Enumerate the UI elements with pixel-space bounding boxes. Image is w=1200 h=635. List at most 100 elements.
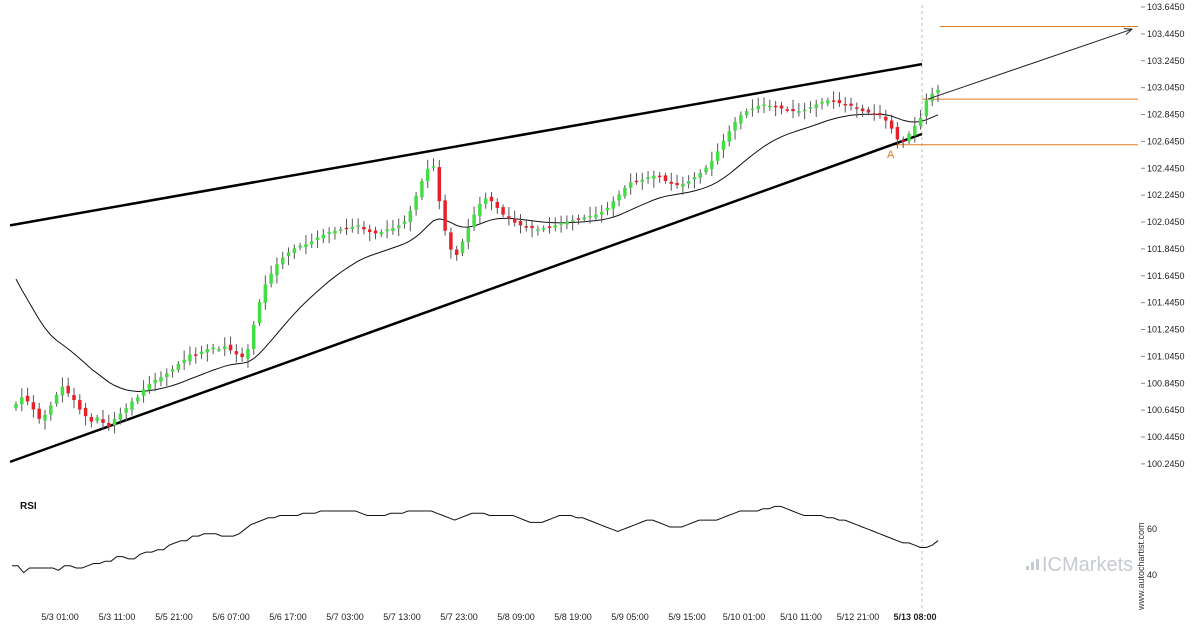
- candle-body: [170, 369, 175, 372]
- candle-body: [791, 109, 795, 112]
- candle-down: [773, 100, 778, 117]
- candle-up: [478, 196, 482, 225]
- candle-up: [298, 242, 302, 251]
- candle-up: [686, 175, 691, 189]
- candle-up: [211, 343, 215, 355]
- y-tick-label: 100.2450: [1147, 459, 1185, 469]
- candle-down: [362, 221, 366, 235]
- candle-up: [269, 265, 273, 288]
- candle-up: [472, 206, 476, 232]
- candle-up: [797, 103, 801, 117]
- candle-up: [698, 169, 702, 184]
- candle-body: [367, 229, 372, 233]
- candle-body: [837, 100, 842, 104]
- candle-up: [223, 337, 227, 356]
- candle-body: [437, 167, 442, 202]
- candle-body: [721, 140, 726, 150]
- svg-text:ICMarkets: ICMarkets: [1042, 554, 1133, 576]
- candle-down: [507, 207, 511, 226]
- candle-body: [483, 198, 488, 204]
- candle-up: [188, 346, 192, 366]
- y-tick-label: 103.0450: [1147, 83, 1185, 93]
- candle-body: [159, 377, 163, 382]
- candle-body: [402, 221, 407, 224]
- candle-body: [449, 232, 453, 250]
- candle-down: [37, 402, 41, 424]
- candle-up: [588, 206, 592, 224]
- candle-up: [756, 97, 760, 114]
- candle-body: [756, 105, 760, 110]
- candle-body: [640, 179, 645, 182]
- candle-up: [936, 84, 940, 103]
- candle-body: [25, 395, 30, 402]
- candle-body: [617, 194, 621, 201]
- candle-up: [43, 410, 47, 430]
- candle-body: [281, 257, 285, 265]
- candle-up: [820, 97, 824, 110]
- y-tick-label: 103.2450: [1147, 56, 1185, 66]
- candle-body: [43, 414, 47, 421]
- candle-down: [344, 218, 349, 236]
- candle-body: [95, 417, 99, 421]
- candle-down: [518, 214, 523, 234]
- candle-body: [234, 351, 239, 355]
- candle-up: [182, 350, 186, 370]
- candle-body: [89, 416, 94, 422]
- candle-body: [443, 200, 447, 231]
- candle-down: [495, 198, 500, 214]
- candle-body: [269, 273, 273, 284]
- candle-down: [240, 347, 244, 362]
- candle-body: [541, 228, 546, 230]
- candle-down: [860, 104, 865, 118]
- candle-down: [228, 336, 233, 355]
- candle-down: [101, 410, 105, 430]
- candle-body: [663, 175, 668, 182]
- brand-suffix: Markets: [1062, 554, 1133, 576]
- candle-up: [176, 361, 181, 373]
- candle-body: [646, 177, 650, 179]
- candle-down: [234, 344, 239, 363]
- candle-down: [634, 172, 639, 185]
- candle-body: [884, 116, 888, 121]
- candle-body: [524, 226, 529, 228]
- candle-body: [165, 373, 169, 378]
- candle-body: [547, 226, 552, 228]
- candle-body: [182, 359, 186, 363]
- candle-up: [826, 97, 830, 107]
- candle-down: [663, 172, 668, 184]
- y-tick-label: 102.4450: [1147, 163, 1185, 173]
- x-tick-label: 5/9 05:00: [611, 612, 649, 622]
- candle-body: [507, 216, 511, 219]
- candle-up: [640, 172, 645, 190]
- candle-body: [750, 108, 755, 110]
- candle-body: [246, 349, 250, 359]
- candle-up: [14, 401, 18, 411]
- candle-body: [472, 214, 476, 228]
- candle-up: [808, 101, 813, 114]
- candle-body: [785, 109, 789, 111]
- candle-body: [860, 108, 865, 112]
- candle-body: [779, 105, 784, 109]
- candle-down: [878, 104, 882, 119]
- candle-body: [501, 207, 505, 215]
- candle-up: [611, 196, 616, 218]
- candle-down: [443, 194, 447, 236]
- candle-body: [495, 201, 500, 208]
- candle-up: [553, 217, 558, 232]
- candle-body: [843, 103, 847, 106]
- candle-body: [333, 230, 337, 234]
- candle-up: [159, 371, 163, 387]
- candle-body: [820, 101, 824, 104]
- candle-down: [843, 96, 847, 113]
- candle-body: [425, 168, 430, 182]
- lower-trendline: [9, 132, 923, 464]
- candle-down: [524, 220, 529, 232]
- candle-body: [582, 217, 587, 220]
- candle-down: [901, 136, 905, 148]
- candle-up: [744, 108, 749, 118]
- y-tick-label: 102.2450: [1147, 190, 1185, 200]
- candle-body: [657, 175, 662, 178]
- candle-up: [425, 159, 430, 189]
- candle-body: [913, 125, 917, 136]
- candle-up: [646, 171, 650, 184]
